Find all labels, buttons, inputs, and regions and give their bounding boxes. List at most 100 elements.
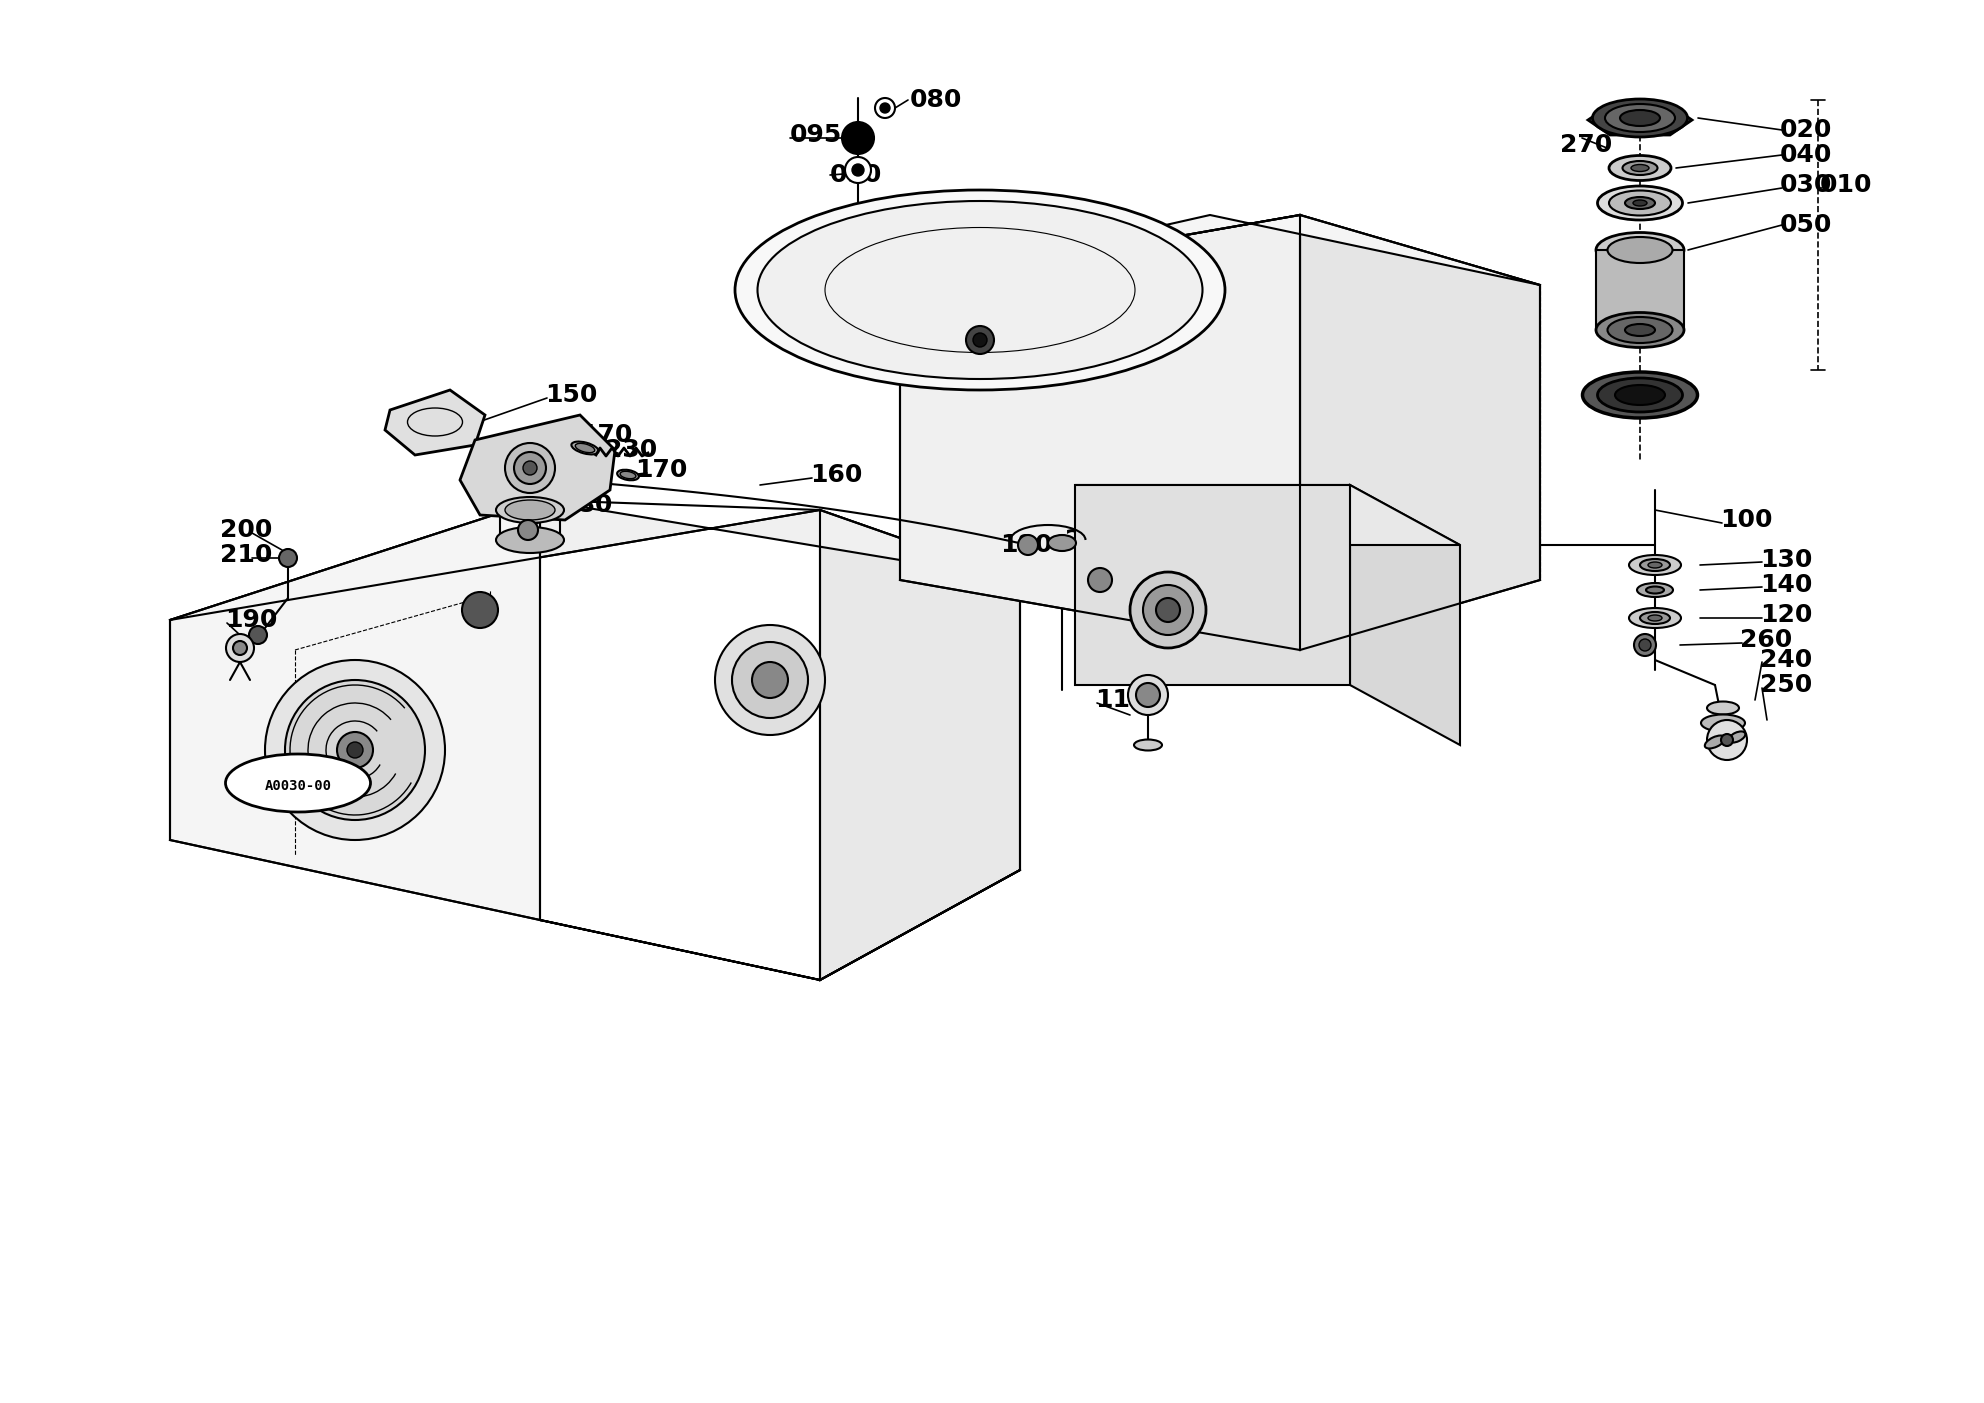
Circle shape — [1018, 535, 1038, 556]
Text: 090: 090 — [829, 163, 883, 187]
Ellipse shape — [1641, 558, 1671, 571]
Ellipse shape — [1595, 313, 1684, 348]
Circle shape — [524, 462, 538, 476]
Polygon shape — [460, 415, 615, 521]
Ellipse shape — [1615, 384, 1665, 405]
Text: 200: 200 — [220, 518, 272, 542]
Text: 160: 160 — [809, 463, 863, 487]
Circle shape — [1143, 585, 1192, 636]
Circle shape — [337, 732, 373, 767]
Text: 110: 110 — [1095, 687, 1147, 711]
Ellipse shape — [1629, 556, 1680, 575]
Text: 020: 020 — [1780, 118, 1833, 142]
Polygon shape — [171, 499, 540, 920]
Polygon shape — [1300, 215, 1540, 650]
Ellipse shape — [758, 201, 1202, 379]
Ellipse shape — [1649, 563, 1663, 568]
Circle shape — [232, 641, 246, 655]
Ellipse shape — [1629, 607, 1680, 629]
Text: 230: 230 — [605, 438, 657, 462]
Circle shape — [514, 452, 546, 484]
Ellipse shape — [575, 443, 595, 453]
Text: 210: 210 — [220, 543, 272, 567]
Ellipse shape — [226, 753, 371, 812]
Circle shape — [851, 164, 863, 175]
Ellipse shape — [1637, 584, 1673, 598]
Circle shape — [1706, 720, 1748, 760]
Ellipse shape — [1583, 372, 1698, 418]
Text: 080: 080 — [911, 88, 962, 112]
Text: 130: 130 — [1760, 549, 1811, 572]
Text: 170: 170 — [635, 457, 686, 483]
Polygon shape — [1595, 250, 1684, 330]
Ellipse shape — [1607, 237, 1673, 262]
Ellipse shape — [1647, 586, 1665, 593]
Circle shape — [226, 634, 254, 662]
Polygon shape — [385, 390, 484, 455]
Circle shape — [347, 742, 363, 758]
Ellipse shape — [1621, 109, 1661, 126]
Circle shape — [752, 662, 788, 699]
Text: 220: 220 — [1065, 528, 1117, 551]
Circle shape — [280, 549, 298, 567]
Ellipse shape — [1641, 612, 1671, 624]
Text: 180: 180 — [1000, 533, 1052, 557]
Ellipse shape — [1609, 191, 1671, 216]
Ellipse shape — [506, 499, 556, 521]
Ellipse shape — [1048, 535, 1075, 551]
Circle shape — [1635, 634, 1657, 657]
Circle shape — [462, 592, 498, 629]
Circle shape — [1129, 675, 1169, 716]
Polygon shape — [1587, 105, 1692, 135]
Text: 190: 190 — [224, 607, 278, 631]
Ellipse shape — [1728, 731, 1746, 742]
Text: 120: 120 — [1760, 603, 1811, 627]
Ellipse shape — [1631, 164, 1649, 171]
Polygon shape — [1075, 485, 1349, 685]
Circle shape — [1087, 568, 1111, 592]
Circle shape — [714, 624, 825, 735]
Ellipse shape — [1605, 104, 1674, 132]
Text: 050: 050 — [1780, 213, 1833, 237]
Text: 095: 095 — [790, 123, 843, 147]
Circle shape — [1131, 572, 1206, 648]
Circle shape — [841, 122, 875, 154]
Circle shape — [1157, 598, 1180, 622]
Polygon shape — [540, 870, 1020, 981]
Ellipse shape — [1625, 196, 1655, 209]
Ellipse shape — [1706, 702, 1740, 714]
Text: 180: 180 — [559, 492, 613, 516]
Circle shape — [250, 626, 268, 644]
Ellipse shape — [1700, 714, 1746, 731]
Text: 030: 030 — [1780, 173, 1833, 196]
Text: 010: 010 — [1819, 173, 1873, 196]
Circle shape — [518, 521, 538, 540]
Ellipse shape — [1704, 735, 1726, 748]
Circle shape — [1137, 683, 1161, 707]
Ellipse shape — [1633, 201, 1647, 206]
Polygon shape — [171, 499, 1020, 620]
Text: 150: 150 — [546, 383, 597, 407]
Text: 250: 250 — [1760, 673, 1811, 697]
Text: 260: 260 — [1740, 629, 1792, 652]
Circle shape — [875, 98, 895, 118]
Circle shape — [286, 680, 425, 819]
Ellipse shape — [496, 528, 563, 553]
Text: 070: 070 — [1000, 323, 1052, 347]
Polygon shape — [901, 215, 1540, 285]
Ellipse shape — [1597, 377, 1682, 412]
Ellipse shape — [734, 189, 1224, 390]
Polygon shape — [1349, 485, 1460, 745]
Ellipse shape — [571, 442, 599, 455]
Circle shape — [966, 325, 994, 354]
Text: 040: 040 — [1780, 143, 1833, 167]
Text: 140: 140 — [1760, 572, 1811, 598]
Polygon shape — [1075, 485, 1460, 544]
Circle shape — [1720, 734, 1732, 746]
Text: 100: 100 — [1720, 508, 1772, 532]
Ellipse shape — [1135, 739, 1163, 751]
Ellipse shape — [1607, 317, 1673, 342]
Text: 240: 240 — [1760, 648, 1811, 672]
Ellipse shape — [1609, 156, 1671, 181]
Text: 170: 170 — [579, 422, 633, 448]
